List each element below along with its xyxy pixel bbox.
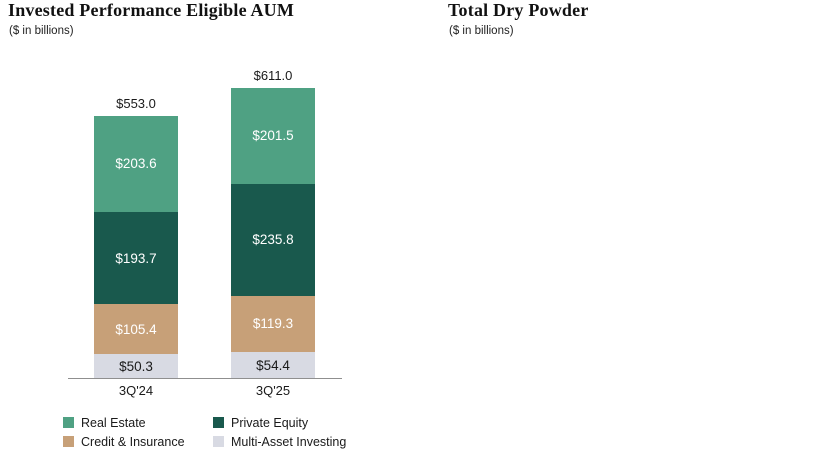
legend-item: Private Equity bbox=[213, 413, 346, 432]
bar-category-labels: 3Q'24 3Q'25 bbox=[68, 383, 342, 401]
stacked-bar: $50.3 $105.4 $193.7 $203.6 $553.0 bbox=[94, 96, 178, 378]
stacked-bar-chart: $50.3 $105.4 $193.7 $203.6 $553.0 $54.4 $119.3… bbox=[68, 62, 342, 379]
chart-legend: Real Estate Private Equity Credit & Insura… bbox=[63, 413, 346, 451]
legend-swatch bbox=[63, 436, 74, 447]
bar-segment: $235.8 bbox=[231, 183, 315, 296]
bar-category-label: 3Q'25 bbox=[255, 383, 291, 398]
legend-item: Multi-Asset Investing bbox=[213, 432, 346, 451]
dry-powder-pie-section: Total Dry Powder ($ in billions) 3Q’25 t… bbox=[440, 0, 820, 453]
bar-total-label: $611.0 bbox=[253, 68, 293, 83]
legend-label: Private Equity bbox=[231, 415, 309, 430]
legend-swatch bbox=[213, 417, 224, 428]
bar-segment: $54.4 bbox=[231, 352, 315, 378]
bar-segment: $105.4 bbox=[94, 304, 178, 355]
bar-segment: $119.3 bbox=[231, 295, 315, 353]
legend-swatch bbox=[63, 417, 74, 428]
pie-chart-title: Total Dry Powder bbox=[448, 0, 589, 20]
bar-category-label: 3Q'24 bbox=[118, 383, 154, 398]
bar-chart-title: Invested Performance Eligible AUM bbox=[8, 0, 295, 20]
stacked-bar: $54.4 $119.3 $235.8 $201.5 $611.0 bbox=[231, 68, 315, 378]
legend-item: Credit & Insurance bbox=[63, 432, 213, 451]
bar-segment: $203.6 bbox=[94, 115, 178, 213]
bar-segment: $201.5 bbox=[231, 88, 315, 184]
legend-item: Real Estate bbox=[63, 413, 213, 432]
legend-swatch bbox=[213, 436, 224, 447]
bar-total-label: $553.0 bbox=[116, 95, 156, 111]
aum-bar-chart-section: Invested Performance Eligible AUM ($ in … bbox=[8, 0, 346, 451]
pie-chart-subtitle: ($ in billions) bbox=[449, 25, 514, 37]
bar-segment: $193.7 bbox=[94, 212, 178, 305]
bar-chart-subtitle: ($ in billions) bbox=[9, 25, 74, 37]
legend-label: Real Estate bbox=[81, 415, 146, 430]
bar-segment: $50.3 bbox=[94, 354, 178, 378]
legend-label: Multi-Asset Investing bbox=[231, 434, 347, 449]
legend-label: Credit & Insurance bbox=[81, 434, 185, 449]
